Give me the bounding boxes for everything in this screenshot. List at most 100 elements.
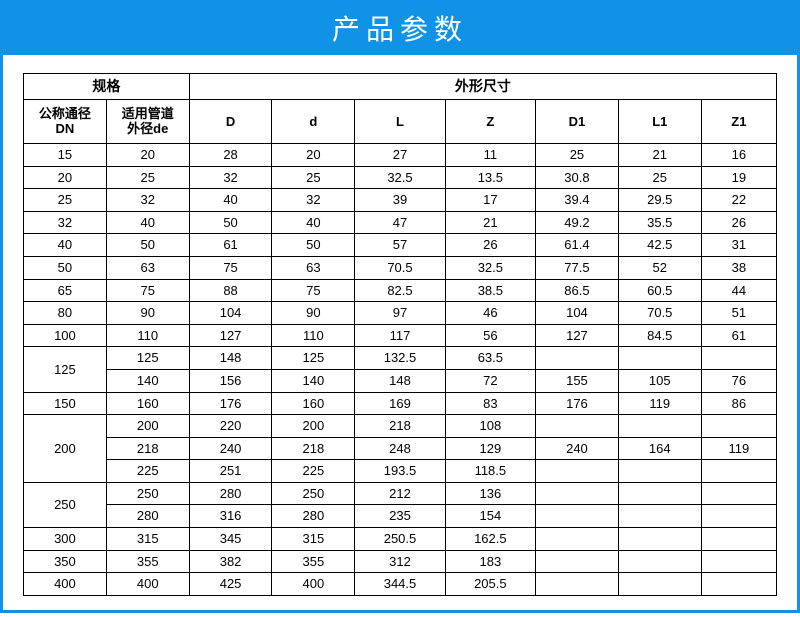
- cell-L: 235: [355, 505, 445, 528]
- cell-Z: 136: [445, 482, 535, 505]
- cell-Z1: [701, 573, 776, 596]
- cell-D1: [536, 505, 619, 528]
- header-Z1: Z1: [701, 99, 776, 143]
- table-row: 125125148125132.563.5: [24, 347, 777, 370]
- cell-L: 97: [355, 302, 445, 325]
- cell-L1: 21: [618, 143, 701, 166]
- cell-L: 117: [355, 324, 445, 347]
- cell-L: 132.5: [355, 347, 445, 370]
- page-frame: 产品参数 规格 外形尺寸 公称通径DN 适用管道外径de D d L Z: [0, 0, 800, 613]
- cell-D1: [536, 528, 619, 551]
- cell-dn: 50: [24, 256, 107, 279]
- cell-de: 50: [106, 234, 189, 257]
- cell-d: 355: [272, 550, 355, 573]
- cell-D1: [536, 573, 619, 596]
- cell-D1: 39.4: [536, 189, 619, 212]
- cell-Z: 205.5: [445, 573, 535, 596]
- cell-Z1: [701, 415, 776, 438]
- cell-D1: [536, 482, 619, 505]
- cell-L: 248: [355, 437, 445, 460]
- cell-L: 27: [355, 143, 445, 166]
- cell-dn: 25: [24, 189, 107, 212]
- cell-L: 47: [355, 211, 445, 234]
- cell-d: 140: [272, 369, 355, 392]
- cell-D1: 240: [536, 437, 619, 460]
- cell-D: 382: [189, 550, 272, 573]
- table-row: 32405040472149.235.526: [24, 211, 777, 234]
- cell-d: 75: [272, 279, 355, 302]
- table-row: 1001101271101175612784.561: [24, 324, 777, 347]
- cell-de: 125: [106, 347, 189, 370]
- cell-D: 32: [189, 166, 272, 189]
- table-row: 280316280235154: [24, 505, 777, 528]
- cell-Z: 26: [445, 234, 535, 257]
- cell-de: 63: [106, 256, 189, 279]
- cell-de: 25: [106, 166, 189, 189]
- cell-L1: 35.5: [618, 211, 701, 234]
- cell-Z1: 38: [701, 256, 776, 279]
- table-row: 350355382355312183: [24, 550, 777, 573]
- header-d: d: [272, 99, 355, 143]
- cell-Z: 32.5: [445, 256, 535, 279]
- cell-Z: 118.5: [445, 460, 535, 483]
- cell-Z1: [701, 460, 776, 483]
- header-Z: Z: [445, 99, 535, 143]
- cell-de: 90: [106, 302, 189, 325]
- cell-D1: [536, 460, 619, 483]
- cell-d: 50: [272, 234, 355, 257]
- cell-Z: 56: [445, 324, 535, 347]
- header-group-spec: 规格: [24, 74, 190, 100]
- cell-d: 200: [272, 415, 355, 438]
- cell-Z1: 76: [701, 369, 776, 392]
- cell-Z: 129: [445, 437, 535, 460]
- cell-L1: 52: [618, 256, 701, 279]
- cell-d: 160: [272, 392, 355, 415]
- cell-D: 61: [189, 234, 272, 257]
- cell-dn: 400: [24, 573, 107, 596]
- cell-d: 20: [272, 143, 355, 166]
- cell-D1: 61.4: [536, 234, 619, 257]
- cell-dn: 32: [24, 211, 107, 234]
- cell-D: 176: [189, 392, 272, 415]
- cell-D: 220: [189, 415, 272, 438]
- cell-Z1: [701, 505, 776, 528]
- cell-dn: 100: [24, 324, 107, 347]
- cell-L: 169: [355, 392, 445, 415]
- cell-Z1: [701, 550, 776, 573]
- cell-d: 110: [272, 324, 355, 347]
- cell-d: 40: [272, 211, 355, 234]
- cell-Z1: [701, 528, 776, 551]
- cell-L1: 119: [618, 392, 701, 415]
- cell-D1: 104: [536, 302, 619, 325]
- cell-L1: 164: [618, 437, 701, 460]
- cell-de: 400: [106, 573, 189, 596]
- cell-D: 251: [189, 460, 272, 483]
- cell-Z1: 61: [701, 324, 776, 347]
- cell-dn: 40: [24, 234, 107, 257]
- table-row: 809010490974610470.551: [24, 302, 777, 325]
- cell-D1: [536, 550, 619, 573]
- cell-Z1: 19: [701, 166, 776, 189]
- cell-d: 250: [272, 482, 355, 505]
- cell-L1: [618, 482, 701, 505]
- cell-dn: 150: [24, 392, 107, 415]
- table-row: 250250280250212136: [24, 482, 777, 505]
- cell-Z: 72: [445, 369, 535, 392]
- cell-D1: 77.5: [536, 256, 619, 279]
- cell-L1: 29.5: [618, 189, 701, 212]
- header-de: 适用管道外径de: [106, 99, 189, 143]
- cell-L: 39: [355, 189, 445, 212]
- cell-D1: 176: [536, 392, 619, 415]
- table-body: 1520282027112521162025322532.513.530.825…: [24, 143, 777, 595]
- cell-D1: 86.5: [536, 279, 619, 302]
- spec-table: 规格 外形尺寸 公称通径DN 适用管道外径de D d L Z D1 L1 Z1…: [23, 73, 777, 596]
- table-header-row-cols: 公称通径DN 适用管道外径de D d L Z D1 L1 Z1: [24, 99, 777, 143]
- cell-de: 280: [106, 505, 189, 528]
- cell-L: 70.5: [355, 256, 445, 279]
- cell-dn: 15: [24, 143, 107, 166]
- cell-D: 50: [189, 211, 272, 234]
- cell-d: 32: [272, 189, 355, 212]
- cell-de: 140: [106, 369, 189, 392]
- cell-dn: 125: [24, 347, 107, 392]
- table-row: 40506150572661.442.531: [24, 234, 777, 257]
